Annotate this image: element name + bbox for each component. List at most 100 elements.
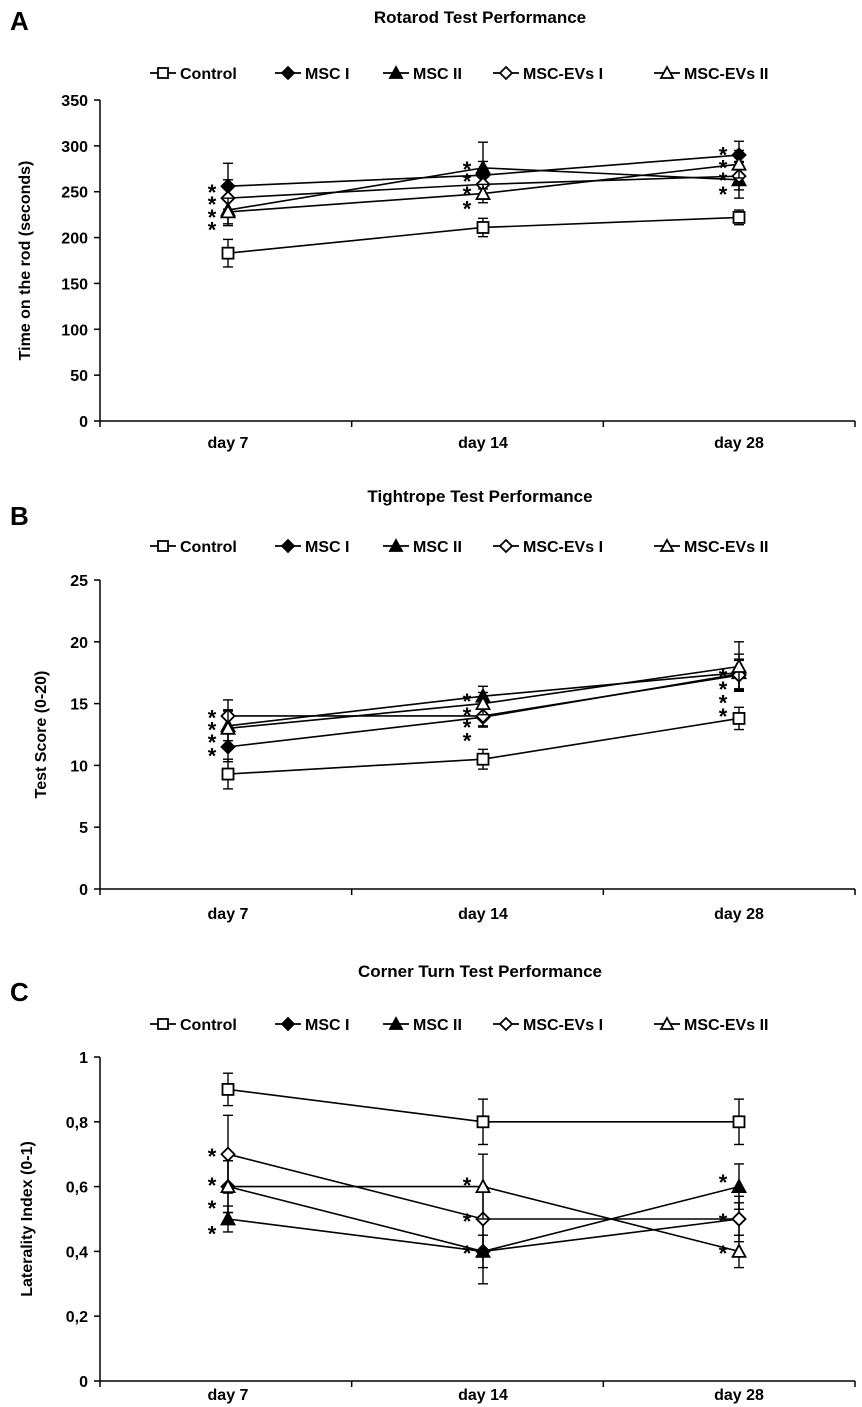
significance-marker: * [719, 1170, 728, 1195]
data-point [730, 1243, 748, 1258]
legend-label: MSC-EVs I [523, 539, 603, 556]
legend-item: MSC-EVs II [654, 538, 768, 556]
y-tick-label: 150 [61, 276, 88, 293]
legend-marker [157, 540, 169, 552]
legend-marker [388, 65, 404, 79]
significance-marker: * [463, 729, 472, 754]
legend-label: MSC-EVs II [684, 1017, 768, 1034]
legend-item: MSC-EVs I [493, 538, 603, 556]
chart-title: Rotarod Test Performance [374, 8, 586, 27]
legend-item: Control [150, 1017, 237, 1034]
significance-marker: * [208, 1196, 217, 1221]
legend-marker [280, 1016, 296, 1032]
data-point [476, 1115, 490, 1129]
y-tick-label: 0 [79, 414, 88, 431]
y-tick-label: 0,4 [66, 1244, 88, 1261]
legend-item: MSC I [275, 1016, 349, 1034]
significance-marker: * [208, 730, 217, 755]
legend-label: MSC-EVs II [684, 539, 768, 556]
chart-panel-a: A Rotarod Test Performance Control MSC I MSC… [10, 6, 856, 452]
significance-marker: * [463, 703, 472, 728]
x-tick-label: day 28 [714, 906, 764, 923]
significance-marker: * [208, 705, 217, 730]
legend-marker [498, 1016, 514, 1032]
significance-marker: * [719, 704, 728, 729]
legend-item: MSC II [383, 1016, 462, 1034]
significance-marker: * [719, 155, 728, 180]
y-tick-label: 5 [79, 820, 88, 837]
y-tick-label: 100 [61, 322, 88, 339]
panel-letter: B [10, 501, 29, 531]
significance-marker: * [719, 168, 728, 193]
significance-marker: * [463, 1173, 472, 1198]
legend-marker [280, 538, 296, 554]
chart-title: Tightrope Test Performance [367, 487, 592, 506]
legend-marker [388, 538, 404, 552]
legend-label: MSC I [305, 1017, 349, 1034]
data-point [219, 1178, 237, 1193]
legend-marker [280, 65, 296, 81]
legend-marker [498, 538, 514, 554]
chart-title: Corner Turn Test Performance [358, 962, 602, 981]
legend-marker [659, 65, 675, 79]
series-msc-evs-ii [219, 149, 748, 227]
chart-panel-b: B Tightrope Test Performance Control MSC I M… [10, 487, 856, 923]
data-point [476, 752, 490, 766]
legend-label: MSC II [413, 1017, 462, 1034]
significance-marker: * [719, 690, 728, 715]
significance-marker: * [719, 143, 728, 168]
y-tick-label: 0 [79, 1374, 88, 1391]
legend-item: MSC I [275, 65, 349, 83]
data-point [474, 1178, 492, 1193]
significance-marker: * [719, 1241, 728, 1266]
data-point [732, 210, 746, 224]
legend-marker [157, 1018, 169, 1030]
y-tick-label: 0,2 [66, 1309, 88, 1326]
chart-panel-c: C Corner Turn Test Performance Control MSC … [10, 962, 856, 1404]
significance-marker: * [719, 182, 728, 207]
y-axis-label: Test Score (0-20) [33, 671, 50, 799]
legend-item: MSC-EVs II [654, 65, 768, 83]
data-point [474, 185, 492, 200]
significance-marker: * [208, 1173, 217, 1198]
y-tick-label: 25 [70, 573, 88, 590]
significance-marker: * [463, 169, 472, 194]
legend-item: Control [150, 539, 237, 556]
legend-marker [157, 67, 169, 79]
legend-marker [388, 1016, 404, 1030]
y-tick-label: 1 [79, 1050, 88, 1067]
data-point [221, 1083, 235, 1096]
legend-label: Control [180, 1017, 237, 1034]
data-point [221, 767, 235, 781]
legend-label: Control [180, 66, 237, 83]
legend-label: MSC-EVs I [523, 1017, 603, 1034]
data-point [732, 1115, 746, 1129]
data-point [731, 1211, 747, 1227]
legend-item: MSC-EVs I [493, 65, 603, 83]
x-tick-label: day 7 [208, 435, 249, 452]
legend-label: MSC II [413, 539, 462, 556]
series-control [221, 706, 746, 790]
x-tick-label: day 14 [458, 906, 508, 923]
y-tick-label: 350 [61, 93, 88, 110]
legend-item: MSC-EVs I [493, 1016, 603, 1034]
legend-item: MSC-EVs II [654, 1016, 768, 1034]
y-tick-label: 200 [61, 231, 88, 248]
significance-marker: * [208, 180, 217, 205]
x-tick-label: day 7 [208, 906, 249, 923]
legend: Control MSC I MSC II MSC-EVs I MSC-EVs II [150, 538, 768, 556]
significance-marker: * [719, 664, 728, 689]
legend-item: MSC II [383, 538, 462, 556]
significance-marker: * [208, 218, 217, 243]
legend-marker [659, 538, 675, 552]
significance-marker: * [208, 718, 217, 743]
data-point [732, 712, 746, 725]
data-point [476, 221, 490, 234]
data-point [730, 155, 748, 171]
data-point [219, 203, 237, 219]
significance-marker: * [463, 182, 472, 207]
y-tick-label: 250 [61, 185, 88, 202]
data-point [219, 1210, 237, 1226]
series-control [221, 209, 746, 268]
